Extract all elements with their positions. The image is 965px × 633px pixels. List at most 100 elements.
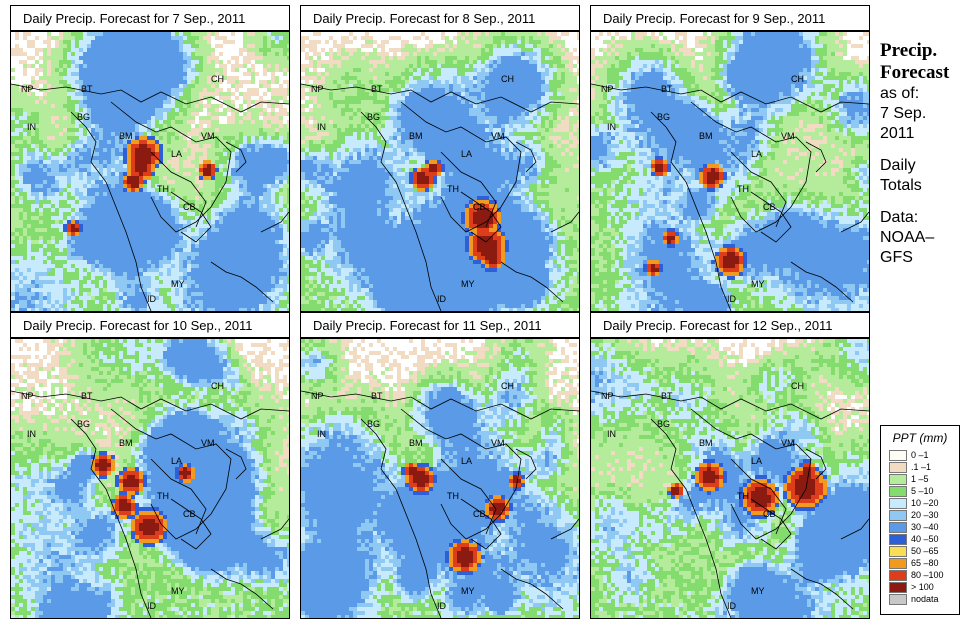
forecast-panel-2: Daily Precip. Forecast for 8 Sep., 2011 …: [300, 5, 580, 312]
legend-item: 65 –80: [889, 557, 959, 569]
region-label: TH: [157, 184, 169, 194]
region-label: LA: [171, 456, 182, 466]
panel-title: Daily Precip. Forecast for 12 Sep., 2011: [590, 312, 870, 338]
legend-item: > 100: [889, 581, 959, 593]
region-label: NP: [601, 391, 614, 401]
region-label: BM: [699, 438, 713, 448]
region-label: TH: [737, 184, 749, 194]
region-label: MY: [751, 279, 765, 289]
sidebar-info: Precip. Forecast as of: 7 Sep. 2011 Dail…: [880, 40, 965, 268]
region-label: IN: [607, 429, 616, 439]
precip-map: NP BT IN BG BM CH VM LA TH CB MY ID: [590, 338, 870, 619]
precip-grid: NP BT IN BG BM CH VM LA TH CB MY ID: [591, 339, 869, 618]
legend-item: 10 –20: [889, 497, 959, 509]
region-label: BM: [409, 131, 423, 141]
region-label: TH: [447, 491, 459, 501]
region-label: CH: [211, 381, 224, 391]
legend-swatch: [889, 593, 907, 605]
region-label: LA: [461, 149, 472, 159]
legend-label: 80 –100: [911, 570, 944, 580]
legend-item: 40 –50: [889, 533, 959, 545]
legend-swatch: [889, 461, 907, 473]
legend-item: 1 –5: [889, 473, 959, 485]
data-line3: GFS: [880, 248, 965, 268]
region-label: BM: [119, 438, 133, 448]
panel-title: Daily Precip. Forecast for 9 Sep., 2011: [590, 5, 870, 31]
panel-title: Daily Precip. Forecast for 11 Sep., 2011: [300, 312, 580, 338]
region-label: VM: [491, 438, 505, 448]
legend-label: 20 –30: [911, 510, 939, 520]
region-label: MY: [461, 586, 475, 596]
region-label: BT: [81, 84, 93, 94]
region-label: TH: [737, 491, 749, 501]
region-label: LA: [171, 149, 182, 159]
region-label: LA: [751, 149, 762, 159]
forecast-panel-4: Daily Precip. Forecast for 10 Sep., 2011…: [10, 312, 290, 619]
region-label: TH: [447, 184, 459, 194]
region-label: ID: [147, 294, 157, 304]
legend-swatch: [889, 521, 907, 533]
region-label: VM: [491, 131, 505, 141]
region-label: TH: [157, 491, 169, 501]
region-label: MY: [751, 586, 765, 596]
legend-item: 0 –1: [889, 449, 959, 461]
region-label: ID: [727, 294, 737, 304]
legend-item: 30 –40: [889, 521, 959, 533]
region-label: VM: [781, 131, 795, 141]
region-label: BG: [367, 112, 380, 122]
legend-label: 5 –10: [911, 486, 934, 496]
legend-label: 50 –65: [911, 546, 939, 556]
region-label: VM: [201, 131, 215, 141]
region-label: BT: [661, 391, 673, 401]
region-label: BG: [77, 112, 90, 122]
legend-label: 1 –5: [911, 474, 929, 484]
precip-map: NP BT IN BG BM CH VM LA TH CB MY ID: [590, 31, 870, 312]
legend-swatch: [889, 473, 907, 485]
region-label: BG: [657, 112, 670, 122]
precip-grid: NP BT IN BG BM CH VM LA TH CB MY ID: [11, 339, 289, 618]
region-label: IN: [607, 122, 616, 132]
legend-swatch: [889, 545, 907, 557]
panel-title: Daily Precip. Forecast for 10 Sep., 2011: [10, 312, 290, 338]
region-label: LA: [751, 456, 762, 466]
forecast-panel-1: Daily Precip. Forecast for 7 Sep., 2011 …: [10, 5, 290, 312]
legend-swatch: [889, 449, 907, 461]
legend-swatch: [889, 509, 907, 521]
region-label: VM: [781, 438, 795, 448]
region-label: CB: [183, 202, 196, 212]
sidebar-title-line2: Forecast: [880, 62, 965, 84]
legend-item: nodata: [889, 593, 959, 605]
legend-swatch: [889, 497, 907, 509]
legend-label: > 100: [911, 582, 934, 592]
legend-label: 65 –80: [911, 558, 939, 568]
legend-label: .1 –1: [911, 462, 931, 472]
region-label: BM: [119, 131, 133, 141]
region-label: IN: [317, 122, 326, 132]
legend-swatch: [889, 557, 907, 569]
precip-map: NP BT IN BG BM CH VM LA TH CB MY ID: [300, 31, 580, 312]
region-label: CB: [763, 509, 776, 519]
precip-grid: NP BT IN BG BM CH VM LA TH CB MY ID: [11, 32, 289, 311]
region-label: BG: [77, 419, 90, 429]
panel-title: Daily Precip. Forecast for 7 Sep., 2011: [10, 5, 290, 31]
region-label: ID: [437, 601, 447, 611]
data-line1: Data:: [880, 208, 965, 228]
precip-grid: NP BT IN BG BM CH VM LA TH CB MY ID: [301, 339, 579, 618]
precip-grid: NP BT IN BG BM CH VM LA TH CB MY ID: [591, 32, 869, 311]
region-label: MY: [171, 586, 185, 596]
asof-line3: 2011: [880, 124, 965, 144]
region-label: NP: [21, 84, 34, 94]
region-label: LA: [461, 456, 472, 466]
legend-label: 30 –40: [911, 522, 939, 532]
forecast-panel-3: Daily Precip. Forecast for 9 Sep., 2011 …: [590, 5, 870, 312]
precip-map: NP BT IN BG BM CH VM LA TH CB MY ID: [300, 338, 580, 619]
legend-label: 0 –1: [911, 450, 929, 460]
region-label: CH: [501, 381, 514, 391]
precip-map: NP BT IN BG BM CH VM LA TH CB MY ID: [10, 31, 290, 312]
region-label: MY: [171, 279, 185, 289]
legend-swatch: [889, 569, 907, 581]
legend-item: 5 –10: [889, 485, 959, 497]
region-label: CB: [183, 509, 196, 519]
legend-swatch: [889, 581, 907, 593]
region-label: ID: [147, 601, 157, 611]
